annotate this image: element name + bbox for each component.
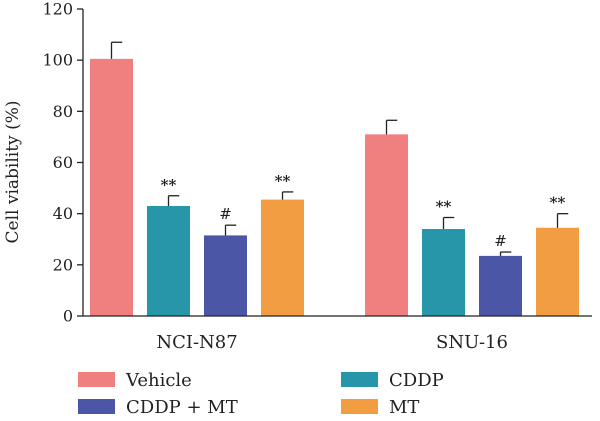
legend-label: Vehicle — [125, 370, 192, 391]
legend-swatch — [78, 372, 115, 387]
y-tick-label: 60 — [53, 153, 73, 172]
legend-label: CDDP + MT — [126, 397, 238, 418]
bar — [479, 255, 522, 316]
legend-swatch — [341, 372, 378, 387]
legend: Vehicle CDDP CDDP + MT MT — [78, 370, 444, 418]
bars: ** # ** ** # ** — [90, 41, 579, 316]
x-axis: NCI-N87 SNU-16 — [83, 315, 592, 353]
bar — [90, 58, 133, 316]
significance-label: ** — [275, 172, 291, 190]
y-tick-label: 20 — [53, 255, 73, 274]
significance-label: ** — [550, 194, 566, 212]
significance-label: ** — [161, 176, 177, 194]
x-category-label: NCI-N87 — [156, 332, 237, 353]
legend-label: CDDP — [389, 370, 444, 391]
y-tick-label: 40 — [53, 204, 73, 223]
bar — [147, 205, 190, 316]
significance-label: ** — [436, 198, 452, 216]
legend-label: MT — [389, 397, 419, 418]
bar — [204, 235, 247, 316]
significance-label: # — [494, 232, 507, 250]
y-tick-label: 120 — [42, 0, 73, 19]
significance-label: # — [219, 205, 232, 223]
y-axis: 0 20 40 60 80 100 120 — [42, 0, 84, 326]
y-tick-label: 80 — [53, 102, 73, 121]
bar — [365, 134, 408, 316]
bar — [536, 227, 579, 316]
bar — [422, 229, 465, 316]
y-tick-label: 0 — [63, 307, 73, 326]
legend-swatch — [341, 399, 378, 414]
x-category-label: SNU-16 — [436, 332, 508, 353]
legend-swatch — [78, 399, 115, 414]
y-tick-label: 100 — [42, 51, 73, 70]
bar — [261, 199, 304, 316]
y-axis-title: Cell viability (%) — [3, 101, 23, 244]
